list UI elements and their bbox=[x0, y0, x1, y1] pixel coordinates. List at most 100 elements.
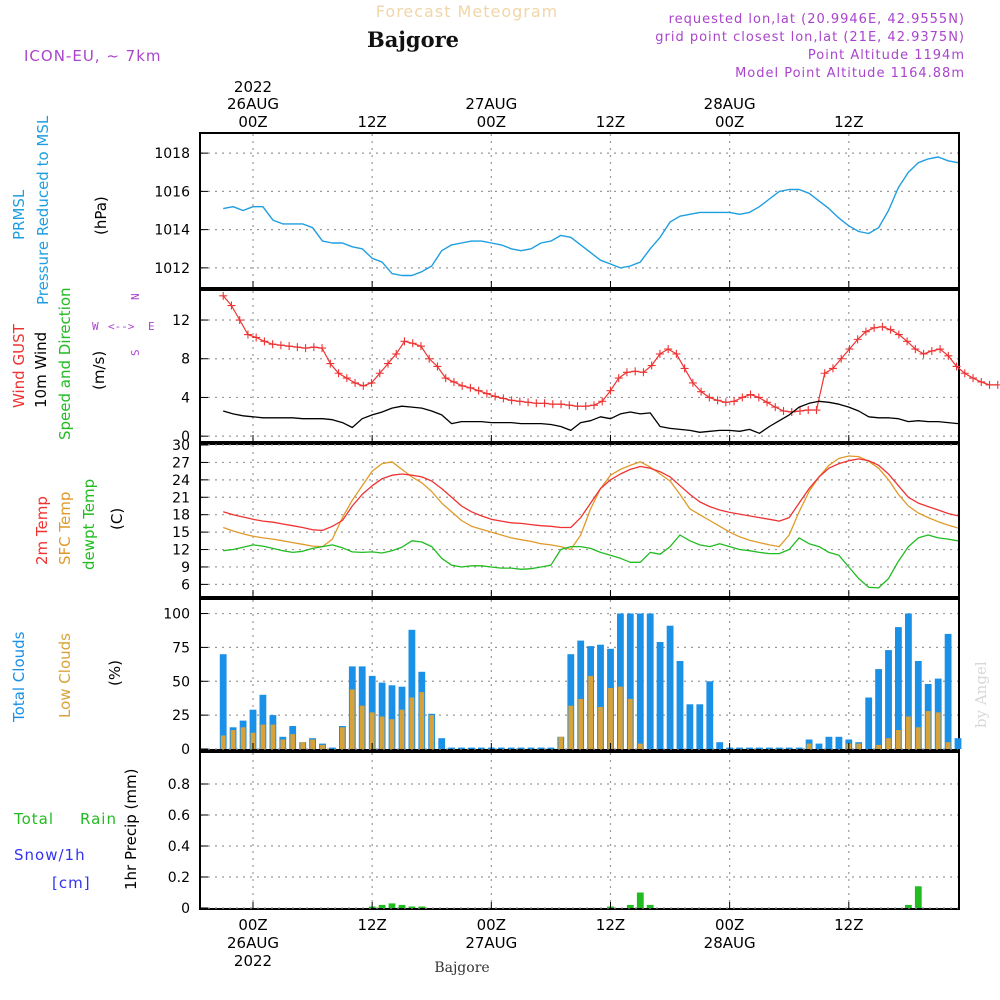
total-cloud-bar bbox=[458, 747, 465, 749]
grid-layer bbox=[201, 134, 958, 909]
total-cloud-bar bbox=[756, 747, 763, 749]
low-cloud-bar bbox=[340, 727, 345, 749]
low-cloud-bar bbox=[399, 709, 405, 749]
time-label-top: 00Z bbox=[477, 113, 506, 131]
y-tick-label: 0.8 bbox=[168, 777, 190, 793]
total-cloud-bar bbox=[478, 747, 485, 749]
wind-gust-marker bbox=[499, 394, 508, 403]
time-label-top: 00Z bbox=[715, 113, 744, 131]
y-tick-label: 8 bbox=[181, 352, 190, 368]
clouds-label-low: Low Clouds bbox=[56, 633, 74, 718]
y-tick-label: 50 bbox=[172, 674, 190, 690]
wind-label-10m: 10m Wind bbox=[32, 332, 50, 408]
wind-gust-marker bbox=[614, 374, 623, 383]
total-cloud-bar bbox=[676, 661, 684, 749]
total-cloud-bar bbox=[775, 747, 783, 749]
wind-gust-marker bbox=[367, 378, 376, 387]
low-cloud-bar bbox=[856, 743, 862, 749]
low-cloud-bar bbox=[558, 736, 564, 749]
total-cloud-bar bbox=[577, 640, 585, 749]
y-tick-label: 0.4 bbox=[168, 839, 190, 855]
total-cloud-bar bbox=[825, 736, 833, 749]
total-cloud-bar bbox=[944, 633, 952, 749]
wind-gust-marker bbox=[532, 399, 541, 408]
time-label-bottom: 00Z bbox=[715, 916, 744, 934]
wind-gust-marker bbox=[276, 341, 285, 350]
y-tick-label: 100 bbox=[163, 607, 190, 623]
low-cloud-bar bbox=[578, 698, 584, 749]
wind-gust-marker bbox=[721, 398, 730, 407]
y-tick-label: 0.6 bbox=[168, 808, 190, 824]
sfc-temp-line bbox=[222, 455, 959, 551]
wind-gust-marker bbox=[285, 342, 294, 351]
wind-gust-marker bbox=[779, 407, 788, 415]
precip-label-rain: Rain bbox=[80, 810, 117, 828]
precip-panel bbox=[199, 751, 960, 910]
total-cloud-bar bbox=[537, 747, 545, 749]
temp-2m-line bbox=[223, 458, 959, 532]
total-cloud-bar bbox=[875, 669, 882, 749]
wind-gust-marker bbox=[557, 400, 566, 409]
precip-unit: 1hr Precip (mm) bbox=[122, 769, 140, 890]
wind-gust-marker bbox=[606, 386, 615, 395]
wind-gust-marker bbox=[573, 402, 582, 411]
wind-gust-marker bbox=[219, 291, 228, 300]
grid-coords: grid point closest lon,lat (21E, 42.9375… bbox=[655, 30, 965, 45]
y-tick-label: 0.2 bbox=[168, 870, 190, 886]
total-cloud-bar bbox=[815, 743, 823, 749]
dewpt-line bbox=[223, 534, 959, 589]
time-label-bottom: 2022 bbox=[234, 952, 272, 970]
wind-gust-marker bbox=[730, 397, 739, 406]
wind-gust-marker bbox=[919, 349, 928, 358]
wind-gust-marker bbox=[482, 389, 491, 398]
low-cloud-bar bbox=[588, 675, 593, 749]
faint-title: Forecast Meteogram bbox=[376, 2, 558, 21]
total-cloud-bar bbox=[905, 613, 912, 749]
wind-gust-marker bbox=[820, 369, 829, 378]
low-cloud-bar bbox=[250, 732, 256, 749]
wind-gust-marker bbox=[771, 403, 780, 412]
wind-gust-marker bbox=[243, 330, 252, 339]
y-tick-label: 12 bbox=[172, 543, 190, 559]
wind-gust-marker bbox=[672, 349, 681, 358]
pressure-label-2: Pressure Reduced to MSL bbox=[34, 115, 52, 305]
time-label-bottom: 28AUG bbox=[704, 934, 756, 952]
wind-gust-marker bbox=[837, 354, 846, 363]
wind-gust-marker bbox=[738, 393, 747, 402]
wind-10m-line bbox=[223, 400, 959, 434]
temperature-legend: 2m Temp SFC Temp dewpt Temp (C) bbox=[33, 479, 126, 570]
y-tick-label: 1012 bbox=[154, 261, 190, 277]
total-cloud-bar bbox=[696, 704, 704, 749]
total-cloud-bar bbox=[746, 747, 753, 749]
time-label-bottom: 26AUG bbox=[227, 934, 279, 952]
compass-arrows: <--> bbox=[108, 320, 135, 333]
wind-gust-marker bbox=[408, 339, 417, 348]
low-cloud-bar bbox=[429, 715, 435, 749]
wind-legend: Wind GUST 10m Wind Speed and Direction (… bbox=[10, 287, 155, 440]
low-cloud-bar bbox=[637, 743, 643, 749]
wind-label-gust: Wind GUST bbox=[10, 323, 28, 408]
wind-gust-marker bbox=[878, 322, 887, 331]
time-label-top: 12Z bbox=[596, 113, 625, 131]
low-cloud-bar bbox=[260, 724, 266, 749]
wind-gust-marker bbox=[235, 316, 244, 325]
model-altitude: Model Point Altitude 1164.88m bbox=[735, 66, 965, 81]
low-cloud-bar bbox=[300, 742, 306, 749]
wind-gust-marker bbox=[548, 400, 557, 409]
wind-gust-marker bbox=[466, 383, 475, 392]
total-cloud-bar bbox=[378, 682, 386, 749]
y-tick-label: 1018 bbox=[154, 146, 190, 162]
y-tick-label: 9 bbox=[181, 560, 190, 576]
y-tick-label: 30 bbox=[172, 438, 190, 454]
compass-w: W bbox=[92, 320, 99, 333]
time-label-bottom: 00Z bbox=[477, 916, 506, 934]
wind-gust-marker bbox=[680, 364, 689, 373]
time-label-bottom: 12Z bbox=[596, 916, 625, 934]
low-cloud-bar bbox=[896, 730, 901, 749]
wind-gust-marker bbox=[227, 301, 236, 310]
low-cloud-bar bbox=[280, 739, 286, 749]
wind-unit: (m/s) bbox=[90, 351, 108, 390]
wind-gust-marker bbox=[894, 330, 903, 339]
total-cloud-bar bbox=[656, 642, 664, 749]
low-cloud-bar bbox=[270, 724, 276, 749]
